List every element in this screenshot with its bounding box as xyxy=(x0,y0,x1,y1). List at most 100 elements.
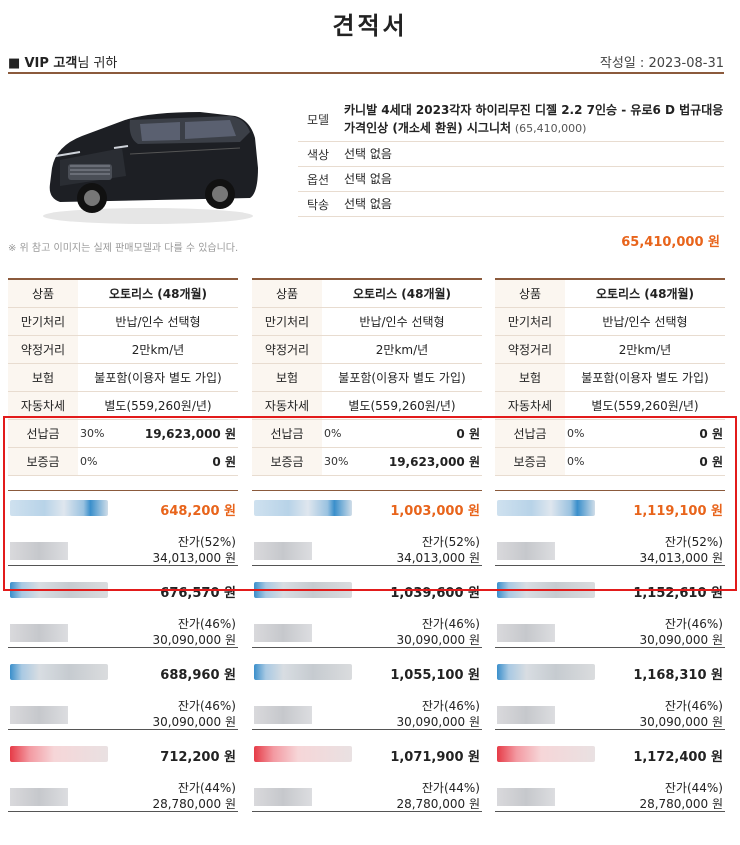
terms-value: 오토리스 (48개월) xyxy=(352,287,452,301)
payment-table: 선납금 0% 0 원 보증금 30% 19,623,000 원 xyxy=(252,420,482,476)
terms-label: 만기처리 xyxy=(252,308,322,335)
terms-value: 별도(559,260원/년) xyxy=(348,399,456,413)
residual-percent: 잔가(46%) xyxy=(664,617,723,631)
residual-percent: 잔가(46%) xyxy=(664,699,723,713)
terms-value: 오토리스 (48개월) xyxy=(595,287,695,301)
quote-column-1: 상품 오토리스 (48개월) 만기처리 반납/인수 선택형 약정거리 2만km/년 보험 불포… xyxy=(8,278,238,812)
monthly-payment: 1,003,000 원 xyxy=(390,504,480,519)
residual-amount: 28,780,000 원 xyxy=(152,797,236,811)
lender-name-blurred xyxy=(254,624,312,642)
residual-percent: 잔가(52%) xyxy=(177,535,236,549)
residual-value: 잔가(46%) 30,090,000 원 xyxy=(639,616,723,648)
residual-value: 잔가(46%) 30,090,000 원 xyxy=(152,698,236,730)
advance-row: 선납금 0% 0 원 xyxy=(495,420,725,448)
terms-row: 만기처리 반납/인수 선택형 xyxy=(8,308,238,336)
offer-block: 1,003,000 원 잔가(52%) 34,013,000 원 xyxy=(252,484,482,566)
spec-value: 선택 없음 xyxy=(344,197,392,211)
monthly-payment: 1,119,100 원 xyxy=(633,504,723,519)
customer-line: ■ VIP 고객님 귀하 xyxy=(8,52,117,71)
lender-name-blurred xyxy=(254,788,312,806)
terms-value: 오토리스 (48개월) xyxy=(108,287,208,301)
highlight-box xyxy=(3,416,737,591)
terms-label: 약정거리 xyxy=(495,336,565,363)
lender-name-blurred xyxy=(254,706,312,724)
terms-table: 상품 오토리스 (48개월) 만기처리 반납/인수 선택형 약정거리 2만km/년 보험 불포… xyxy=(495,278,725,420)
advance-row: 선납금 30% 19,623,000 원 xyxy=(8,420,238,448)
deposit-amount: 0 원 xyxy=(212,455,236,469)
advance-amount: 0 원 xyxy=(456,427,480,441)
terms-value: 별도(559,260원/년) xyxy=(591,399,699,413)
terms-value: 불포함(이용자 별도 가입) xyxy=(94,371,222,385)
lender-name-blurred xyxy=(497,788,555,806)
lender-logo xyxy=(497,500,595,516)
deposit-amount: 19,623,000 원 xyxy=(388,455,480,469)
residual-value: 잔가(52%) 34,013,000 원 xyxy=(152,534,236,566)
model-price: (65,410,000) xyxy=(514,122,587,135)
spec-label: 색상 xyxy=(306,147,330,162)
deposit-label: 보증금 xyxy=(252,448,322,475)
offer-bottom-line xyxy=(8,811,238,812)
monthly-payment: 648,200 원 xyxy=(160,504,236,519)
residual-percent: 잔가(46%) xyxy=(177,699,236,713)
spec-value: 선택 없음 xyxy=(344,147,392,161)
lender-logo xyxy=(254,664,352,680)
residual-percent: 잔가(52%) xyxy=(421,535,480,549)
lender-logo xyxy=(10,664,108,680)
advance-amount: 0 원 xyxy=(699,427,723,441)
spec-row-color: 색상 선택 없음 xyxy=(298,142,724,167)
bullet-icon: ■ xyxy=(8,56,21,71)
terms-row: 자동차세 별도(559,260원/년) xyxy=(252,392,482,420)
terms-row: 상품 오토리스 (48개월) xyxy=(495,280,725,308)
residual-amount: 34,013,000 원 xyxy=(152,551,236,565)
terms-value: 2만km/년 xyxy=(375,343,429,357)
terms-value: 불포함(이용자 별도 가입) xyxy=(338,371,466,385)
spec-row-option: 옵션 선택 없음 xyxy=(298,167,724,192)
customer-name: VIP 고객 xyxy=(24,56,78,71)
deposit-label: 보증금 xyxy=(8,448,78,475)
offer-block: 1,172,400 원 잔가(44%) 28,780,000 원 xyxy=(495,730,725,812)
residual-percent: 잔가(44%) xyxy=(421,781,480,795)
deposit-percent: 0% xyxy=(567,455,585,468)
monthly-payment: 1,172,400 원 xyxy=(633,750,723,765)
terms-value: 불포함(이용자 별도 가입) xyxy=(581,371,709,385)
lender-logo xyxy=(254,746,352,762)
lender-name-blurred xyxy=(254,542,312,560)
residual-amount: 30,090,000 원 xyxy=(152,633,236,647)
advance-row: 선납금 0% 0 원 xyxy=(252,420,482,448)
monthly-payment: 1,168,310 원 xyxy=(633,668,723,683)
lender-name-blurred xyxy=(497,624,555,642)
vehicle-total-price: 65,410,000 원 xyxy=(621,235,720,250)
offer-block: 1,071,900 원 잔가(44%) 28,780,000 원 xyxy=(252,730,482,812)
image-note: ※ 위 참고 이미지는 실제 판매모델과 다를 수 있습니다. xyxy=(8,243,239,254)
residual-value: 잔가(44%) 28,780,000 원 xyxy=(396,780,480,812)
terms-row: 만기처리 반납/인수 선택형 xyxy=(495,308,725,336)
terms-row: 약정거리 2만km/년 xyxy=(495,336,725,364)
terms-label: 보험 xyxy=(252,364,322,391)
deposit-percent: 0% xyxy=(80,455,98,468)
residual-amount: 30,090,000 원 xyxy=(152,715,236,729)
lender-logo xyxy=(10,746,108,762)
lender-name-blurred xyxy=(10,542,68,560)
residual-value: 잔가(52%) 34,013,000 원 xyxy=(639,534,723,566)
spec-label: 모델 xyxy=(306,113,330,127)
terms-value: 반납/인수 선택형 xyxy=(359,315,445,329)
offer-divider xyxy=(8,490,238,491)
offer-block: 712,200 원 잔가(44%) 28,780,000 원 xyxy=(8,730,238,812)
advance-percent: 30% xyxy=(80,427,105,440)
page-title: 견적서 xyxy=(332,12,408,40)
monthly-payment: 688,960 원 xyxy=(160,668,236,683)
terms-row: 상품 오토리스 (48개월) xyxy=(252,280,482,308)
lender-name-blurred xyxy=(10,788,68,806)
terms-label: 보험 xyxy=(8,364,78,391)
offer-bottom-line xyxy=(252,729,482,730)
terms-label: 상품 xyxy=(8,280,78,307)
offer-block: 1,055,100 원 잔가(46%) 30,090,000 원 xyxy=(252,648,482,730)
terms-row: 약정거리 2만km/년 xyxy=(252,336,482,364)
terms-label: 자동차세 xyxy=(495,392,565,419)
lender-logo xyxy=(254,500,352,516)
spec-row-delivery: 탁송 선택 없음 xyxy=(298,192,724,217)
residual-percent: 잔가(52%) xyxy=(664,535,723,549)
